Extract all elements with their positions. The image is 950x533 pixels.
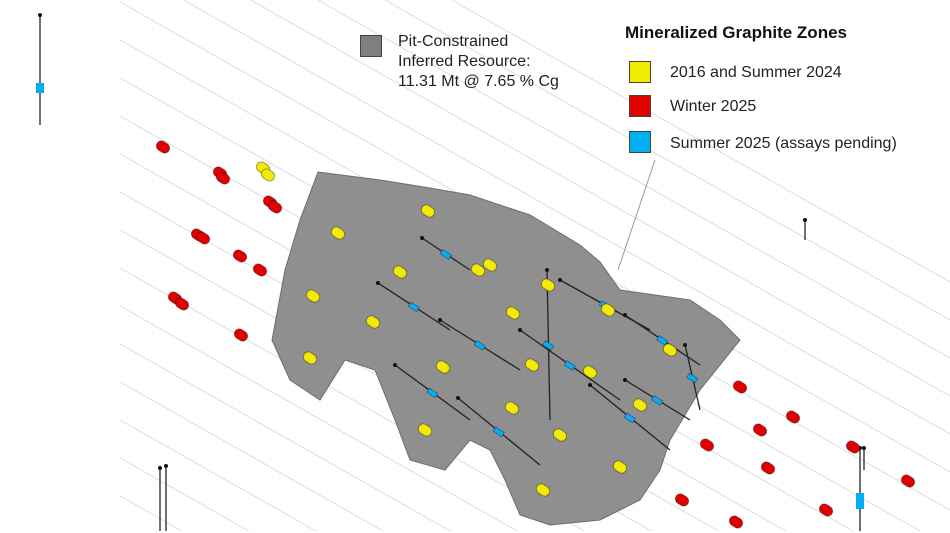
2016-summer-2024-marker <box>505 306 521 320</box>
drill-trace <box>119 267 585 532</box>
collar <box>158 466 162 470</box>
zones-legend-title: Mineralized Graphite Zones <box>625 23 847 42</box>
summer-2025-intercept <box>563 360 576 371</box>
winter-2025-marker <box>699 438 715 452</box>
winter-2025-marker <box>752 423 768 437</box>
winter-2025-marker <box>215 171 231 185</box>
drill-trace <box>119 495 183 532</box>
2016-summer-2024-marker <box>482 258 498 272</box>
2016-summer-2024-marker <box>435 360 451 374</box>
summer-2025-intercept <box>36 83 44 93</box>
2016-summer-2024-marker <box>470 263 486 277</box>
drill-trace <box>250 0 950 397</box>
summer-2025-intercept <box>656 335 669 346</box>
winter-2025-marker <box>674 493 690 507</box>
collar <box>38 13 42 17</box>
swatch-winter-2025 <box>629 95 651 117</box>
drill-trace <box>119 305 518 532</box>
2016-summer-2024-marker <box>600 303 616 317</box>
winter-2025-marker <box>233 328 249 342</box>
winter-2025-marker <box>267 200 283 214</box>
swatch-summer-2025 <box>629 131 651 153</box>
leader-line <box>617 159 656 271</box>
collar <box>623 378 627 382</box>
collar <box>518 328 522 332</box>
resource-legend-text: Pit-Constrained Inferred Resource: 11.31… <box>398 32 559 92</box>
drill-trace <box>384 0 950 321</box>
2016-summer-2024-marker <box>504 401 520 415</box>
2016-summer-2024-marker <box>365 315 381 329</box>
2016-summer-2024-marker <box>632 398 648 412</box>
drill-trace <box>317 0 950 359</box>
2016-summer-2024-marker <box>535 483 551 497</box>
summer-2025-intercept <box>426 387 439 399</box>
drill-trace <box>119 343 451 532</box>
2016-summer-2024-marker <box>417 423 433 437</box>
drill-trace <box>119 419 317 532</box>
collar <box>420 236 424 240</box>
drill-trace <box>451 0 950 283</box>
2016-summer-2024-marker <box>302 351 318 365</box>
2016-summer-2024-marker <box>582 365 598 379</box>
collar <box>558 278 562 282</box>
collar <box>683 343 687 347</box>
legend-label-summer-2025: Summer 2025 (assays pending) <box>670 135 897 152</box>
winter-2025-marker <box>232 249 248 263</box>
2016-summer-2024-marker <box>524 358 540 372</box>
winter-2025-marker <box>728 515 744 529</box>
collar <box>623 313 627 317</box>
2016-summer-2024-marker <box>612 460 628 474</box>
summer-2025-intercept <box>651 395 664 406</box>
2016-summer-2024-marker <box>330 226 346 240</box>
2016-summer-2024-marker <box>420 204 436 218</box>
summer-2025-intercept <box>407 301 420 313</box>
resource-swatch <box>360 35 382 57</box>
summer-2025-intercept <box>439 249 452 260</box>
collar <box>588 383 592 387</box>
summer-2025-intercept <box>686 372 699 384</box>
drill-trace <box>119 457 250 532</box>
resource-line1: Pit-Constrained <box>398 33 509 50</box>
collar <box>164 464 168 468</box>
winter-2025-marker <box>760 461 776 475</box>
summer-2025-intercept <box>492 426 505 438</box>
legend-label-winter-2025: Winter 2025 <box>670 98 757 115</box>
legend-label-2016-summer-2024: 2016 and Summer 2024 <box>670 64 842 81</box>
collar <box>545 268 549 272</box>
collar <box>376 281 380 285</box>
swatch-2016-summer-2024 <box>629 61 651 83</box>
summer-2025-intercept <box>856 493 864 509</box>
collar <box>438 318 442 322</box>
winter-2025-marker <box>252 263 268 277</box>
2016-summer-2024-marker <box>392 265 408 279</box>
winter-2025-marker <box>818 503 834 517</box>
winter-2025-marker <box>732 380 748 394</box>
2016-summer-2024-marker <box>260 168 276 182</box>
pit-shell <box>271 171 741 526</box>
2016-summer-2024-marker <box>305 289 321 303</box>
collar <box>456 396 460 400</box>
winter-2025-marker <box>174 297 190 311</box>
summer-2025-intercept <box>623 412 636 424</box>
drill-trace <box>183 0 950 435</box>
winter-2025-marker <box>845 440 861 454</box>
collar <box>803 218 807 222</box>
drill-trace <box>119 381 384 532</box>
collar <box>393 363 397 367</box>
resource-line2: Inferred Resource: <box>398 53 531 70</box>
summer-2025-intercept <box>542 340 555 351</box>
winter-2025-marker <box>900 474 916 488</box>
winter-2025-marker <box>155 140 171 154</box>
2016-summer-2024-marker <box>662 343 678 357</box>
resource-line3: 11.31 Mt @ 7.65 % Cg <box>398 73 559 90</box>
summer-2025-intercept <box>473 340 486 351</box>
2016-summer-2024-marker <box>552 428 568 442</box>
winter-2025-marker <box>195 231 211 245</box>
2016-summer-2024-marker <box>540 278 556 292</box>
winter-2025-marker <box>785 410 801 424</box>
collar <box>862 446 866 450</box>
